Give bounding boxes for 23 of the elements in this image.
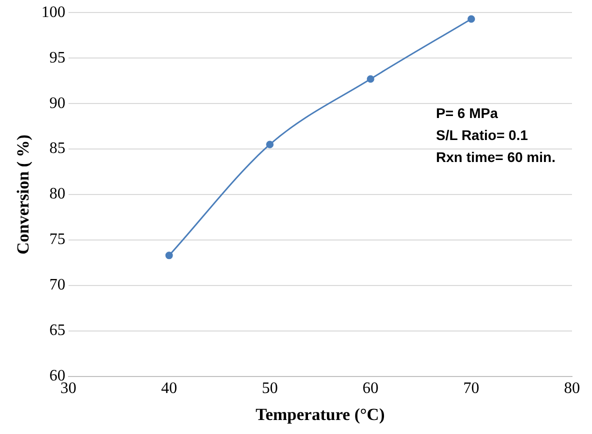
x-tick-label: 30	[60, 380, 76, 398]
y-tick-label: 80	[49, 186, 66, 203]
x-axis-title: Temperature (°C)	[256, 405, 385, 424]
x-tick-label: 70	[463, 380, 480, 398]
annotation: Rxn time= 60 min.	[436, 149, 556, 166]
point	[266, 140, 274, 148]
y-tick-label: 85	[49, 140, 66, 158]
y-tick-label: 95	[49, 49, 66, 66]
y-tick-label: 100	[41, 4, 66, 21]
y-axis-title: Conversion ( %)	[14, 134, 33, 254]
y-tick-label: 65	[49, 322, 66, 340]
annotation: S/L Ratio= 0.1	[436, 127, 528, 144]
y-tick-label: 70	[49, 276, 66, 294]
x-tick-label: 80	[564, 380, 580, 398]
x-tick-label: 50	[262, 380, 278, 398]
point	[468, 15, 476, 23]
x-tick-label: 40	[161, 380, 178, 398]
y-tick-label: 90	[49, 94, 66, 112]
point	[165, 252, 173, 260]
x-tick-label: 60	[362, 380, 379, 398]
y-tick-label: 75	[49, 231, 66, 248]
annotation: P= 6 MPa	[436, 105, 498, 122]
point	[366, 75, 374, 83]
